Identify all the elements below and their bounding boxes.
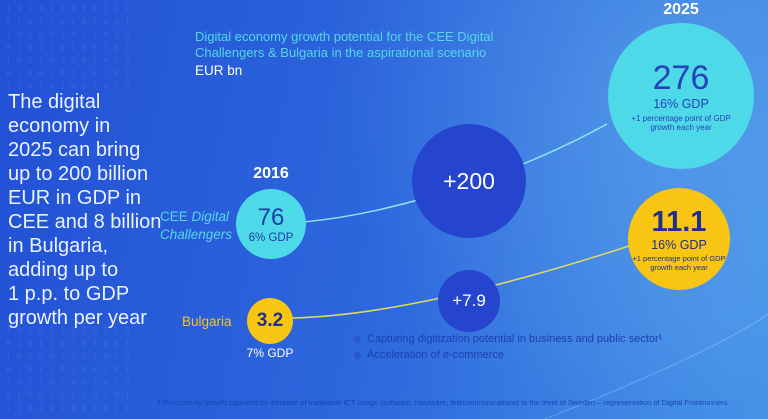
legend-item-label: Capturing digitization potential in busi… — [367, 333, 663, 345]
bubble-bulgaria-delta-value: +7.9 — [452, 291, 486, 310]
cee-label-prefix: CEE — [160, 209, 188, 224]
legend-bullet-icon — [354, 335, 361, 343]
bubble-bulgaria-2016-gdp-share: 7% GDP — [246, 346, 294, 360]
row-label-cee-digital-challengers: CEE Digital Challengers — [160, 208, 232, 243]
bubble-bulgaria-2016: 3.2 — [247, 298, 293, 344]
legend-item-ecommerce: Acceleration of e-commerce — [354, 349, 662, 361]
binary-pattern-decor: 101011010110 010110101001 101001011010 0… — [6, 326, 136, 413]
bubble-cee-2016-gdp-share: 6% GDP — [248, 231, 294, 244]
footnote-text: 1 Productivity growth captured by increa… — [157, 398, 728, 407]
bubble-bulgaria-2025-value: 11.1 — [651, 205, 707, 238]
binary-pattern-decor: 101011010110 010110101001 101001011010 0… — [6, 4, 136, 91]
bubble-cee-delta: +200 — [412, 124, 526, 238]
chart-title: Digital economy growth potential for the… — [195, 29, 494, 60]
chart-unit-label: EUR bn — [195, 63, 243, 78]
bubble-bulgaria-2025: 11.1 16% GDP +1 percentage point of GDP … — [628, 188, 730, 290]
cee-label-challengers: Challengers — [160, 226, 233, 242]
legend-item-digitization: Capturing digitization potential in busi… — [354, 333, 662, 345]
bubble-cee-2025-gdp-share: 16% GDP — [653, 96, 709, 111]
bubble-bulgaria-2025-note: +1 percentage point of GDP growth each y… — [632, 253, 726, 272]
cee-label-digital: Digital — [191, 209, 230, 224]
bubble-cee-2025: 276 16% GDP +1 percentage point of GDP g… — [608, 23, 754, 169]
bubble-bulgaria-2025-gdp-share: 16% GDP — [651, 237, 707, 252]
year-label-2016: 2016 — [253, 165, 289, 182]
key-message-text: The digital economy in 2025 can bring up… — [8, 91, 162, 329]
bubble-cee-2016: 76 6% GDP — [236, 189, 306, 259]
bubble-bulgaria-delta: +7.9 — [438, 270, 500, 332]
decorative-arc — [544, 313, 768, 419]
bubble-cee-2016-value: 76 — [257, 203, 285, 231]
bubble-cee-2025-note: +1 percentage point of GDP growth each y… — [631, 113, 731, 133]
row-label-bulgaria: Bulgaria — [182, 314, 232, 329]
legend-item-label: Acceleration of e-commerce — [367, 349, 504, 361]
bubble-cee-delta-value: +200 — [443, 167, 495, 194]
bubble-cee-2025-value: 276 — [652, 58, 710, 97]
legend: Capturing digitization potential in busi… — [354, 333, 662, 365]
bubble-bulgaria-2016-value: 3.2 — [256, 310, 284, 331]
year-label-2025: 2025 — [663, 1, 699, 18]
legend-bullet-icon — [354, 351, 361, 359]
